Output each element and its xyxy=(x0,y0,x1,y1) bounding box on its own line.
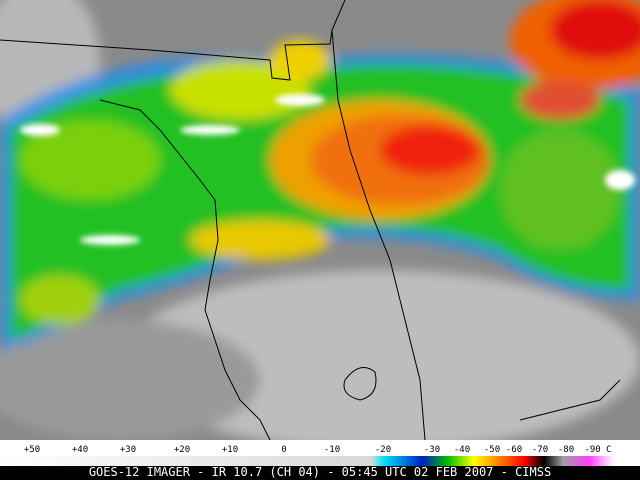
colorbar-label: +20 xyxy=(174,445,190,455)
caption-strip xyxy=(0,466,640,480)
colorbar-label: +40 xyxy=(72,445,88,455)
colorbar-label: -80 xyxy=(558,445,574,455)
colorbar-label: -60 xyxy=(506,445,522,455)
colorbar-label: -90 C xyxy=(584,445,611,455)
caption: GOES-12 IMAGER - IR 10.7 (CH 04) - 05:45… xyxy=(89,465,551,479)
colorbar-label: -30 xyxy=(424,445,440,455)
colorbar-label: +10 xyxy=(222,445,238,455)
colorbar-label: -40 xyxy=(454,445,470,455)
colorbar-label: -20 xyxy=(375,445,391,455)
colorbar-labels: +50 +40 +30 +20 +10 0 -10 -20 -30 -40 -50 -60 -70 -80… xyxy=(24,445,612,455)
colorbar-label: 0 xyxy=(281,445,286,455)
label-strip xyxy=(0,440,640,456)
color-bar xyxy=(0,456,640,466)
colorbar-label: +30 xyxy=(120,445,136,455)
imagery xyxy=(0,0,640,450)
colorbar-label: -10 xyxy=(324,445,340,455)
colorbar-label: +50 xyxy=(24,445,40,455)
colorbar-label: -70 xyxy=(532,445,548,455)
colorbar-label: -50 xyxy=(484,445,500,455)
